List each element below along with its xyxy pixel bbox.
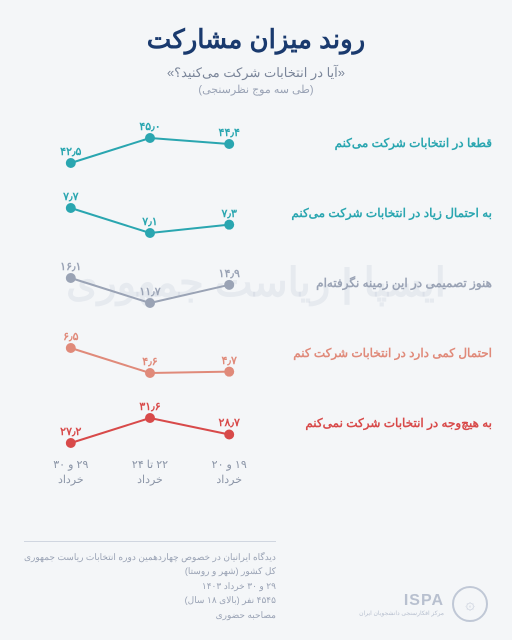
- logo: ۞ ISPA مرکز افکارسنجی دانشجویان ایران: [359, 586, 488, 622]
- series-row: هنوز تصمیمی در این زمینه نگرفته‌ام ۱۴٫۹ ۱۱…: [10, 258, 502, 318]
- value-label: ۴۴٫۴: [219, 126, 240, 139]
- value-label: ۱۶٫۱: [60, 260, 81, 273]
- footer: ۞ ISPA مرکز افکارسنجی دانشجویان ایران دی…: [24, 541, 488, 622]
- value-label: ۲۷٫۲: [60, 425, 81, 438]
- x-tick-label: ۲۲ تا ۲۴: [132, 458, 168, 473]
- value-label: ۱۴٫۹: [219, 267, 240, 280]
- series-label: به احتمال زیاد در انتخابات شرکت می‌کنم: [291, 206, 492, 220]
- header: روند میزان مشارکت «آیا در انتخابات شرکت …: [0, 0, 512, 108]
- logo-text: ISPA: [359, 592, 444, 610]
- footer-line: مصاحبه حضوری: [24, 608, 276, 622]
- x-tick-sub: خرداد: [132, 473, 168, 488]
- footer-line: ۴۵۴۵ نفر (بالای ۱۸ سال): [24, 593, 276, 607]
- series-label: هنوز تصمیمی در این زمینه نگرفته‌ام: [316, 276, 492, 290]
- x-tick-sub: خرداد: [53, 473, 88, 488]
- value-label: ۳۱٫۶: [139, 400, 160, 413]
- x-tick: ۲۹ و ۳۰خرداد: [53, 458, 88, 489]
- x-tick: ۲۲ تا ۲۴خرداد: [132, 458, 168, 489]
- series-row: احتمال کمی دارد در انتخابات شرکت کنم۴٫۷۴…: [10, 328, 502, 388]
- x-tick: ۱۹ و ۲۰خرداد: [212, 458, 247, 489]
- series-plot: ۲۸٫۷ ۳۱٫۶ ۲۷٫۲: [30, 398, 270, 458]
- value-label: ۴٫۷: [222, 354, 237, 367]
- page-title: روند میزان مشارکت: [20, 24, 492, 55]
- series-label: قطعا در انتخابات شرکت می‌کنم: [335, 136, 492, 150]
- series-row: قطعا در انتخابات شرکت می‌کنم ۴۴٫۴ ۴۵٫۰ ۴۲٫۵: [10, 118, 502, 178]
- value-label: ۷٫۷: [63, 190, 78, 203]
- logo-subtext: مرکز افکارسنجی دانشجویان ایران: [359, 610, 444, 617]
- series-plot: ۴٫۷ ۴٫۶ ۶٫۵: [30, 328, 270, 388]
- footer-text: دیدگاه ایرانیان در خصوص چهاردهمین دوره ا…: [24, 541, 276, 622]
- footer-line: کل کشور (شهر و روستا): [24, 564, 276, 578]
- series-row: به احتمال زیاد در انتخابات شرکت می‌کنم ۷٫…: [10, 188, 502, 248]
- footer-line: ۲۹ و ۳۰ خرداد ۱۴۰۳: [24, 579, 276, 593]
- series-plot: ۷٫۳ ۷٫۱ ۷٫۷: [30, 188, 270, 248]
- value-label: ۴۲٫۵: [60, 145, 81, 158]
- x-tick-label: ۱۹ و ۲۰: [212, 458, 247, 473]
- value-label: ۷٫۱: [142, 215, 157, 228]
- subtitle: «آیا در انتخابات شرکت می‌کنید؟»: [20, 65, 492, 81]
- x-axis: ۱۹ و ۲۰خرداد۲۲ تا ۲۴خرداد۲۹ و ۳۰خرداد: [30, 458, 270, 498]
- value-label: ۱۱٫۷: [139, 285, 160, 298]
- value-label: ۴٫۶: [142, 355, 157, 368]
- value-label: ۶٫۵: [63, 330, 78, 343]
- value-label: ۴۵٫۰: [139, 120, 160, 133]
- x-tick-sub: خرداد: [212, 473, 247, 488]
- series-row: به هیچ‌وجه در انتخابات شرکت نمی‌کنم ۲۸٫۷ ۳…: [10, 398, 502, 458]
- series-label: به هیچ‌وجه در انتخابات شرکت نمی‌کنم: [305, 416, 492, 430]
- series-plot: ۱۴٫۹ ۱۱٫۷ ۱۶٫۱: [30, 258, 270, 318]
- value-label: ۷٫۳: [222, 207, 237, 220]
- value-label: ۲۸٫۷: [219, 416, 240, 429]
- logo-icon: ۞: [452, 586, 488, 622]
- subtitle-note: (طی سه موج نظرسنجی): [20, 83, 492, 96]
- chart-area: قطعا در انتخابات شرکت می‌کنم ۴۴٫۴ ۴۵٫۰ ۴۲٫۵…: [10, 118, 502, 508]
- x-tick-label: ۲۹ و ۳۰: [53, 458, 88, 473]
- series-plot: ۴۴٫۴ ۴۵٫۰ ۴۲٫۵: [30, 118, 270, 178]
- footer-line: دیدگاه ایرانیان در خصوص چهاردهمین دوره ا…: [24, 550, 276, 564]
- series-label: احتمال کمی دارد در انتخابات شرکت کنم: [293, 346, 492, 360]
